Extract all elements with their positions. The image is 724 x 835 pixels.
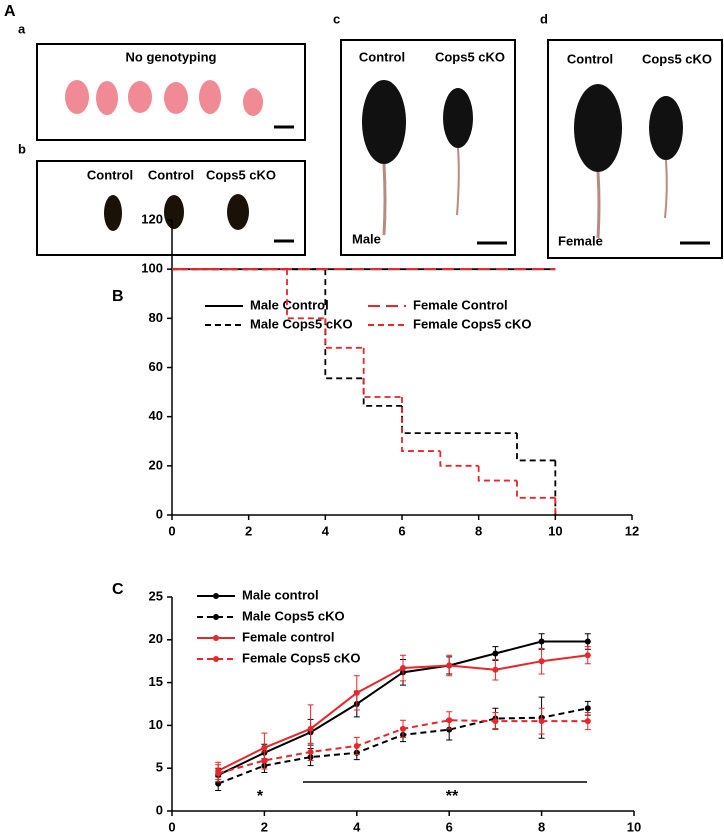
group-label: Control — [567, 51, 613, 66]
y-tick-label: 25 — [149, 588, 163, 603]
x-tick-label: 6 — [446, 819, 453, 834]
panel-label: B — [112, 288, 124, 305]
legend-label: Female control — [242, 629, 334, 644]
legend-marker — [213, 656, 219, 662]
point — [538, 638, 545, 645]
x-tick-label: 0 — [168, 819, 175, 834]
legend-marker — [213, 593, 219, 599]
point — [307, 725, 314, 732]
step-segment — [516, 480, 556, 499]
y-tick-label: 0 — [156, 506, 163, 521]
y-tick-label: 5 — [156, 760, 163, 775]
point — [215, 770, 222, 777]
point — [584, 652, 591, 659]
step-segment — [516, 433, 556, 462]
step-segment — [477, 465, 517, 482]
legend-label: Female Cops5 cKO — [413, 316, 532, 331]
y-tick-label: 20 — [149, 457, 163, 472]
point — [446, 662, 453, 669]
group-label: Cops5 cKO — [642, 51, 712, 66]
legend-label: Male Cops5 cKO — [250, 316, 353, 331]
point — [400, 725, 406, 732]
step-segment — [401, 397, 441, 452]
legend-label: Male Cops5 cKO — [242, 608, 345, 623]
legend-label: Female Cops5 cKO — [242, 650, 361, 665]
point — [584, 718, 591, 725]
point — [492, 650, 499, 657]
mice — [574, 84, 683, 239]
point — [261, 744, 268, 751]
y-tick-label: 20 — [149, 631, 163, 646]
step-segment — [362, 347, 402, 398]
point — [446, 717, 453, 724]
subpanel-label: c — [333, 11, 340, 26]
panel-label: A — [4, 3, 16, 20]
legend-label: Male Control — [250, 297, 329, 312]
point — [261, 757, 268, 764]
pups — [104, 194, 249, 231]
point — [400, 665, 406, 672]
legend-marker — [213, 614, 219, 620]
point — [584, 705, 591, 712]
point — [307, 748, 314, 755]
y-tick-label: 0 — [156, 802, 163, 817]
panel-label: C — [112, 581, 124, 598]
subpanel-label: a — [18, 21, 26, 36]
x-tick-label: 2 — [261, 819, 268, 834]
point — [353, 742, 360, 749]
point — [538, 718, 545, 725]
group-label: Control — [87, 167, 133, 182]
legend-label: Female Control — [413, 297, 508, 312]
photo-caption: No genotyping — [126, 49, 217, 64]
subpanel-label: d — [540, 11, 548, 26]
group-label: Cops5 cKO — [435, 49, 505, 64]
y-tick-label: 10 — [149, 717, 163, 732]
point — [353, 689, 360, 696]
sex-label: Male — [352, 231, 381, 246]
annotation: ** — [446, 788, 459, 805]
x-tick-label: 4 — [322, 523, 330, 538]
x-tick-label: 12 — [625, 523, 639, 538]
y-tick-label: 60 — [149, 359, 163, 374]
group-label: Control — [359, 49, 405, 64]
x-tick-label: 0 — [168, 523, 175, 538]
series-line — [217, 707, 588, 785]
point — [584, 638, 591, 645]
sex-label: Female — [558, 233, 603, 248]
x-tick-label: 10 — [627, 819, 641, 834]
step-segment — [286, 269, 326, 320]
step-segment — [324, 318, 364, 349]
subpanel-label: b — [18, 141, 26, 156]
y-tick-label: 120 — [141, 211, 163, 226]
y-tick-label: 40 — [149, 408, 163, 423]
x-tick-label: 4 — [353, 819, 361, 834]
x-tick-label: 10 — [548, 523, 562, 538]
legend-label: Male control — [242, 587, 319, 602]
annotation: * — [257, 788, 264, 805]
x-tick-label: 8 — [538, 819, 545, 834]
mice — [362, 80, 473, 236]
x-tick-label: 6 — [398, 523, 405, 538]
step-segment — [439, 451, 479, 467]
step-segment — [324, 269, 364, 380]
point — [446, 726, 453, 733]
y-tick-label: 15 — [149, 674, 163, 689]
legend-marker — [213, 635, 219, 641]
point — [492, 718, 499, 725]
step-segment — [401, 405, 517, 435]
point — [538, 658, 545, 665]
group-label: Control — [148, 167, 194, 182]
x-tick-label: 8 — [475, 523, 482, 538]
pups — [65, 80, 263, 116]
photo-frame — [547, 39, 723, 259]
group-label: Cops5 cKO — [206, 167, 276, 182]
x-tick-label: 2 — [245, 523, 252, 538]
point — [492, 666, 499, 673]
step-segment — [362, 378, 402, 407]
y-tick-label: 80 — [149, 310, 163, 325]
y-tick-label: 100 — [141, 261, 163, 276]
